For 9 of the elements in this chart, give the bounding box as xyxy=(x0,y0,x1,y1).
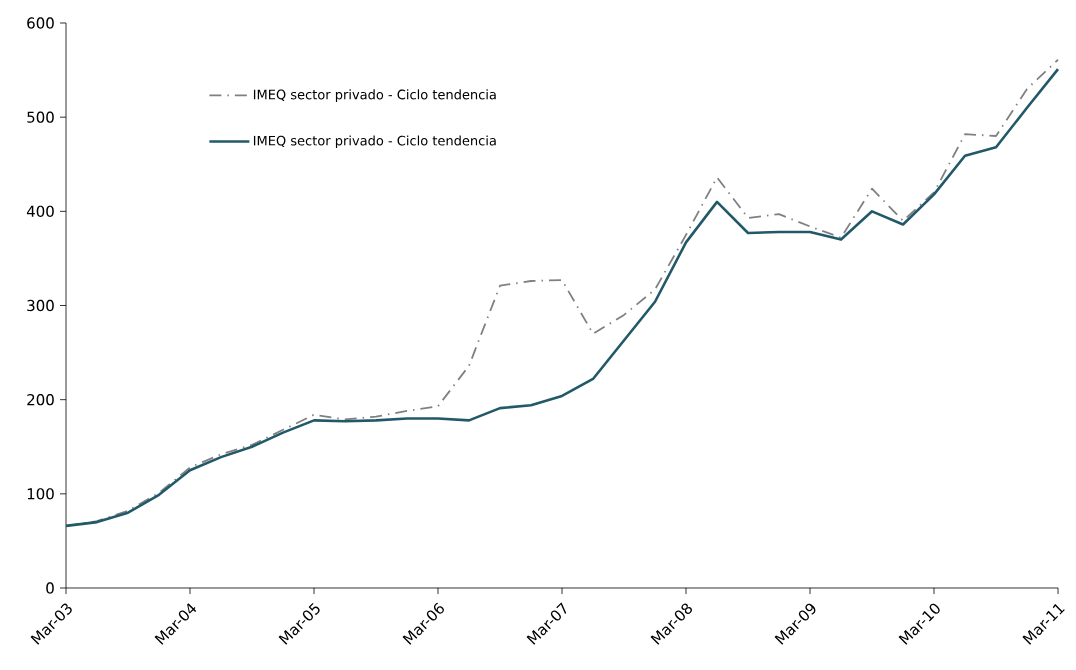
y-tick-label: 100 xyxy=(27,488,54,500)
y-tick-label: 0 xyxy=(46,582,54,594)
legend-label: IMEQ sector privado - Ciclo tendencia xyxy=(253,89,496,102)
y-tick-label: 600 xyxy=(27,17,54,29)
y-tick-label: 400 xyxy=(26,205,54,218)
y-tick-label: 200 xyxy=(27,393,54,406)
legend-label: IMEQ sector privado - Ciclo tendencia xyxy=(253,135,496,149)
y-tick-label: 500 xyxy=(27,111,54,123)
y-tick-label: 300 xyxy=(27,299,54,312)
